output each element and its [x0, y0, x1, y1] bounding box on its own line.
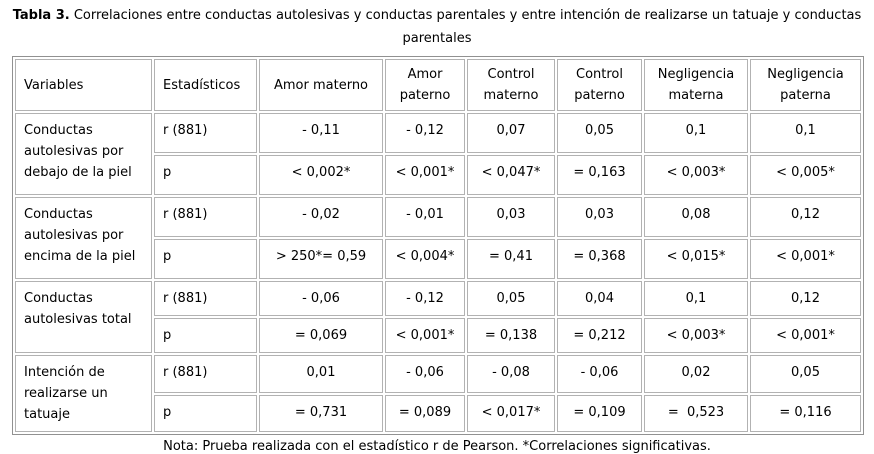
value-cell: 0,08: [644, 197, 748, 237]
value-cell: 0,1: [750, 113, 861, 153]
variable-cell: Conductas autolesivas total: [15, 281, 152, 353]
value-cell: - 0,06: [259, 281, 383, 316]
value-cell: 0,07: [467, 113, 555, 153]
header-variables: Variables: [15, 59, 152, 111]
value-cell: 0,03: [467, 197, 555, 237]
value-cell: < 0,001*: [750, 318, 861, 353]
value-cell: < 0,001*: [385, 155, 465, 195]
header-negligencia-paterna: Negligencia paterna: [750, 59, 861, 111]
value-cell: = 0,731: [259, 394, 383, 432]
stat-cell: r (881): [154, 113, 257, 153]
header-amor-paterno: Amor paterno: [385, 59, 465, 111]
value-cell: > 250*= 0,59: [259, 239, 383, 279]
value-cell: < 0,017*: [467, 394, 555, 432]
header-negligencia-materna: Negligencia materna: [644, 59, 748, 111]
value-cell: - 0,12: [385, 113, 465, 153]
table-caption: Tabla 3. Correlaciones entre conductas a…: [2, 4, 872, 50]
value-cell: < 0,002*: [259, 155, 383, 195]
value-cell: = 0,212: [557, 318, 642, 353]
value-cell: < 0,047*: [467, 155, 555, 195]
value-cell: 0,05: [750, 355, 861, 393]
value-cell: 0,1: [644, 113, 748, 153]
variable-cell: Conductas autolesivas por debajo de la p…: [15, 113, 152, 195]
value-cell: < 0,015*: [644, 239, 748, 279]
value-cell: 0,05: [557, 113, 642, 153]
value-cell: 0,01: [259, 355, 383, 393]
value-cell: < 0,003*: [644, 318, 748, 353]
stat-cell: p: [154, 239, 257, 279]
value-cell: - 0,01: [385, 197, 465, 237]
stat-cell: r (881): [154, 355, 257, 393]
value-cell: = 0,116: [750, 394, 861, 432]
table-row: p = 0,069 < 0,001* = 0,138 = 0,212 < 0,0…: [15, 318, 861, 353]
value-cell: = 0,523: [644, 394, 748, 432]
value-cell: < 0,001*: [750, 239, 861, 279]
table-row: p > 250*= 0,59 < 0,004* = 0,41 = 0,368 <…: [15, 239, 861, 279]
stat-cell: p: [154, 155, 257, 195]
header-amor-materno: Amor materno: [259, 59, 383, 111]
table-row: p = 0,731 = 0,089 < 0,017* = 0,109 = 0,5…: [15, 394, 861, 432]
header-control-paterno: Control paterno: [557, 59, 642, 111]
value-cell: = 0,109: [557, 394, 642, 432]
value-cell: 0,12: [750, 281, 861, 316]
table-row: Conductas autolesivas por encima de la p…: [15, 197, 861, 279]
variable-cell: Intención de realizarse un tatuaje: [15, 355, 152, 432]
value-cell: = 0,41: [467, 239, 555, 279]
header-row: Variables Estadísticos Amor materno Amor…: [15, 59, 861, 111]
value-cell: < 0,001*: [385, 318, 465, 353]
value-cell: < 0,003*: [644, 155, 748, 195]
value-cell: 0,12: [750, 197, 861, 237]
value-cell: < 0,004*: [385, 239, 465, 279]
stat-cell: r (881): [154, 197, 257, 237]
table-row: p < 0,002* < 0,001* < 0,047* = 0,163 < 0…: [15, 155, 861, 195]
value-cell: - 0,02: [259, 197, 383, 237]
table-caption-text: Correlaciones entre conductas autolesiva…: [73, 8, 862, 46]
value-cell: - 0,08: [467, 355, 555, 393]
value-cell: - 0,11: [259, 113, 383, 153]
header-control-materno: Control materno: [467, 59, 555, 111]
header-estadisticos: Estadísticos: [154, 59, 257, 111]
value-cell: 0,02: [644, 355, 748, 393]
value-cell: = 0,069: [259, 318, 383, 353]
value-cell: 0,05: [467, 281, 555, 316]
value-cell: < 0,005*: [750, 155, 861, 195]
value-cell: - 0,06: [385, 355, 465, 393]
value-cell: = 0,163: [557, 155, 642, 195]
value-cell: = 0,138: [467, 318, 555, 353]
value-cell: 0,03: [557, 197, 642, 237]
table-caption-label: Tabla 3.: [12, 8, 70, 23]
stat-cell: p: [154, 318, 257, 353]
table-row: Conductas autolesivas por debajo de la p…: [15, 113, 861, 195]
value-cell: 0,04: [557, 281, 642, 316]
stat-cell: r (881): [154, 281, 257, 316]
table-row: Intención de realizarse un tatuaje r (88…: [15, 355, 861, 432]
value-cell: = 0,368: [557, 239, 642, 279]
variable-cell: Conductas autolesivas por encima de la p…: [15, 197, 152, 279]
value-cell: 0,1: [644, 281, 748, 316]
value-cell: = 0,089: [385, 394, 465, 432]
table-note: Nota: Prueba realizada con el estadístic…: [163, 439, 711, 454]
stat-cell: p: [154, 394, 257, 432]
value-cell: - 0,12: [385, 281, 465, 316]
table-row: Conductas autolesivas total r (881) - 0,…: [15, 281, 861, 353]
value-cell: - 0,06: [557, 355, 642, 393]
correlations-table: Variables Estadísticos Amor materno Amor…: [12, 56, 864, 435]
